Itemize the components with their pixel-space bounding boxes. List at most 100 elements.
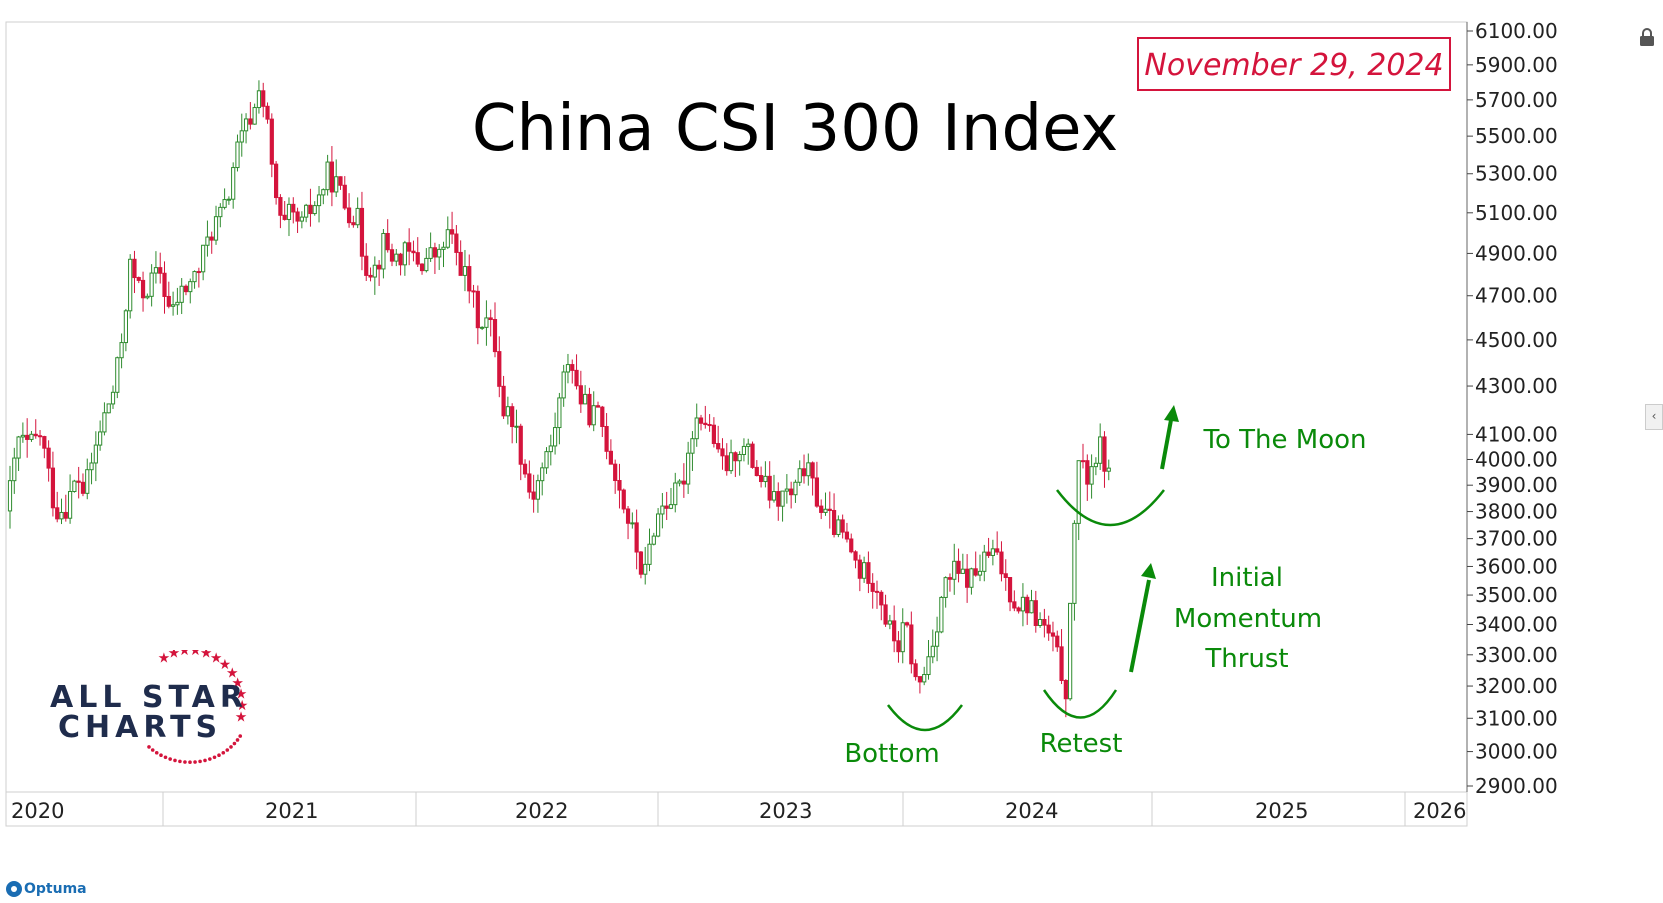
candle-body — [990, 548, 995, 556]
candle-body — [522, 463, 528, 475]
scroll-left-icon[interactable]: ‹ — [1645, 404, 1663, 430]
candle-body — [862, 562, 867, 579]
logo-dot — [178, 759, 182, 764]
candle-body — [613, 463, 618, 482]
candle-body — [501, 385, 506, 417]
candle-body — [857, 559, 862, 579]
candle-body — [205, 236, 210, 246]
candle-body — [166, 295, 171, 307]
candle-body — [492, 319, 498, 353]
candle-body — [115, 357, 120, 393]
logo-star: ★ — [219, 657, 232, 673]
y-tick-label: 5500.00 — [1475, 124, 1558, 148]
candle-body — [673, 482, 678, 506]
candle-body — [132, 258, 137, 279]
candle-body — [995, 548, 1000, 553]
candle-body — [196, 271, 201, 274]
y-tick-label: 3100.00 — [1475, 706, 1558, 730]
logo-dot — [235, 738, 240, 742]
logo-star: ★ — [235, 709, 248, 725]
logo-star: ★ — [236, 698, 249, 714]
candle-body — [1059, 646, 1064, 681]
candle-body — [261, 90, 266, 107]
candle-body — [969, 568, 974, 588]
candle-body — [424, 257, 429, 272]
candle-body — [844, 531, 850, 540]
candle-body — [411, 250, 416, 254]
candle-body — [398, 253, 403, 266]
candle-body — [312, 205, 317, 215]
candle-body — [892, 620, 897, 642]
candle-body — [690, 438, 695, 454]
candle-body — [647, 543, 652, 565]
candle-body — [965, 568, 970, 588]
candle-body — [76, 480, 81, 483]
candle-body — [497, 351, 502, 387]
candle-body — [552, 427, 558, 447]
candle-body — [110, 391, 116, 405]
candle-body — [364, 255, 369, 276]
candle-body — [441, 246, 446, 250]
logo-line1: ALL STAR — [50, 680, 248, 715]
candle-body — [106, 403, 111, 414]
candle-body — [402, 242, 407, 266]
candle-body — [286, 203, 292, 220]
candle-body — [1025, 596, 1030, 614]
logo-dot — [163, 755, 168, 760]
candle-body — [784, 488, 789, 492]
y-tick-label: 3700.00 — [1475, 527, 1558, 551]
candle-body — [900, 622, 905, 653]
y-tick-label: 5700.00 — [1475, 88, 1558, 112]
candle-body — [716, 443, 721, 450]
candle-body — [389, 249, 395, 262]
candle-body — [1037, 619, 1043, 626]
y-tick-label: 5300.00 — [1475, 162, 1558, 186]
candle-body — [917, 676, 923, 683]
candle-body — [617, 480, 622, 491]
candle-body — [89, 462, 94, 471]
candle-body — [625, 508, 631, 524]
candle-body — [686, 452, 691, 485]
optuma-text: Optuma — [24, 881, 87, 897]
lock-icon[interactable] — [1636, 26, 1658, 48]
candles-group — [7, 80, 1111, 718]
candle-body — [514, 425, 519, 428]
candle-body — [836, 519, 841, 535]
candle-body — [213, 216, 219, 241]
candle-body — [153, 267, 159, 274]
candle-body — [548, 445, 553, 453]
logo-star: ★ — [168, 650, 181, 662]
candle-body — [454, 233, 459, 253]
candle-body — [879, 591, 884, 606]
logo-dot — [193, 760, 197, 764]
y-tick-label: 3000.00 — [1475, 740, 1558, 764]
candle-body — [600, 406, 605, 427]
y-tick-label: 2900.00 — [1475, 774, 1558, 798]
candle-body — [351, 222, 356, 226]
optuma-logo: Optuma — [6, 878, 87, 900]
candle-body — [175, 301, 180, 306]
candle-body — [59, 511, 64, 520]
candle-body — [226, 198, 231, 201]
chart-title: China CSI 300 Index — [472, 92, 1118, 166]
candle-body — [46, 447, 51, 469]
candle-body — [518, 425, 523, 465]
candle-body — [218, 206, 223, 218]
moon-arrow-shaft — [1160, 419, 1173, 470]
y-tick-label: 3900.00 — [1475, 473, 1558, 497]
candle-body — [655, 513, 661, 537]
candle-body — [819, 505, 824, 513]
candle-body — [484, 317, 489, 328]
candle-body — [359, 207, 365, 257]
candle-body — [1106, 467, 1111, 472]
candle-body — [179, 285, 184, 303]
candle-body — [325, 161, 330, 191]
candle-body — [462, 266, 468, 276]
logo-dot — [173, 758, 177, 763]
y-tick-label: 4300.00 — [1475, 374, 1558, 398]
candle-body — [926, 656, 931, 676]
candle-body — [561, 371, 566, 399]
candle-body — [428, 247, 433, 259]
candle-body — [956, 560, 961, 574]
candle-body — [754, 466, 759, 477]
